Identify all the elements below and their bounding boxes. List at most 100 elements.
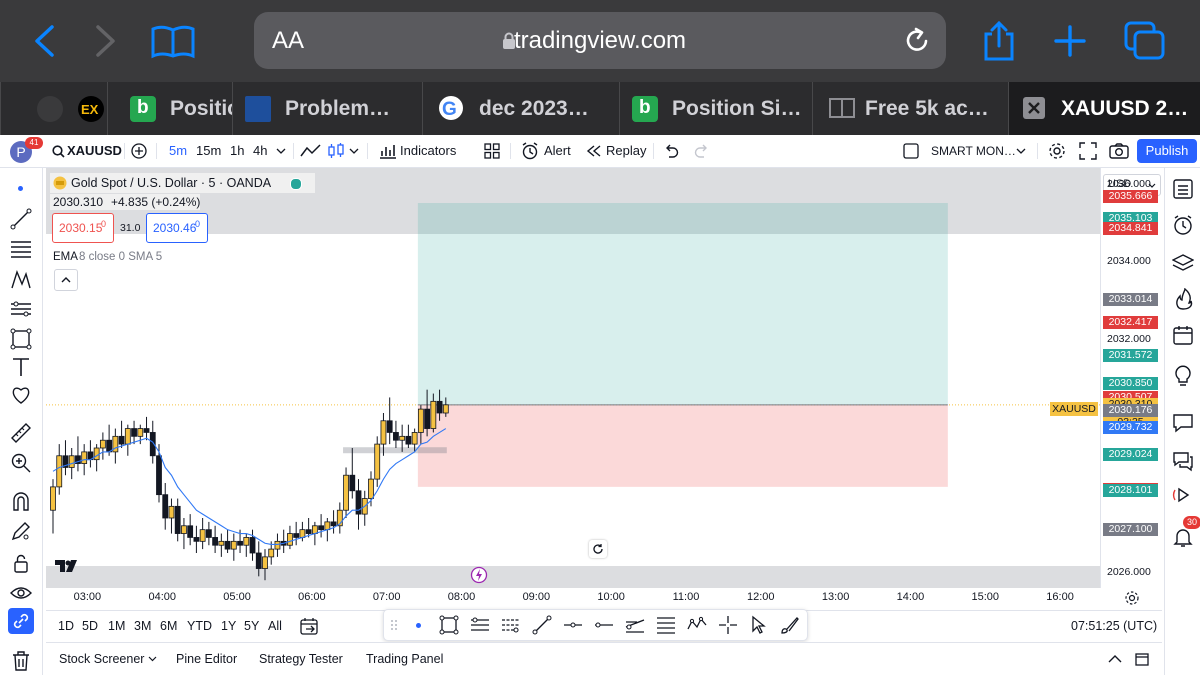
candle-body[interactable] (374, 443, 381, 480)
candle-body[interactable] (106, 439, 113, 453)
alert-button[interactable]: Alert (544, 143, 571, 158)
candle-body[interactable] (205, 529, 212, 538)
event-lightning-icon[interactable] (470, 566, 488, 584)
candle-body[interactable] (230, 540, 237, 550)
close-tab-icon[interactable] (1023, 97, 1045, 119)
magnet-icon[interactable] (10, 490, 32, 512)
candle-body[interactable] (436, 400, 443, 414)
tab-pine-editor[interactable]: Pine Editor (176, 652, 238, 666)
reset-chart-button[interactable] (589, 540, 607, 558)
replay-button[interactable]: Replay (606, 143, 647, 158)
candle-body[interactable] (168, 505, 175, 519)
hotlists-flame-icon[interactable] (1172, 288, 1194, 310)
candle-body[interactable] (336, 509, 343, 527)
forward-icon[interactable] (92, 24, 120, 58)
candle-body[interactable] (62, 455, 69, 468)
share-icon[interactable] (982, 20, 1016, 62)
range-6m[interactable]: 6M (160, 619, 178, 633)
tab-stock-screener[interactable]: Stock Screener (59, 652, 145, 666)
candle-body[interactable] (99, 439, 106, 449)
tab-item[interactable]: b Positio (107, 82, 233, 135)
tab-item[interactable]: EX (0, 82, 108, 135)
candle-body[interactable] (311, 525, 318, 534)
candle-body[interactable] (399, 435, 406, 441)
candle-body[interactable] (417, 408, 424, 433)
chevron-down-icon[interactable] (148, 656, 157, 662)
range-1m[interactable]: 1M (108, 619, 126, 633)
line-chart-icon[interactable] (300, 142, 322, 160)
search-icon[interactable] (52, 145, 65, 158)
price-scale[interactable]: USD 2036.000 2034.000 2032.000 2026.000 203… (1100, 168, 1163, 588)
candle-body[interactable] (112, 435, 119, 453)
horizontal-ray-icon[interactable] (563, 615, 583, 635)
reader-text-size-button[interactable]: AA (272, 27, 305, 54)
chevron-up-icon[interactable] (1108, 654, 1122, 664)
collapse-legend-button[interactable] (54, 269, 78, 291)
tab-item[interactable]: Free 5k ac… (812, 82, 1009, 135)
zoom-in-icon[interactable] (10, 452, 32, 474)
candle-body[interactable] (324, 521, 331, 531)
range-1d[interactable]: 1D (58, 619, 74, 633)
candle-body[interactable] (287, 533, 293, 546)
candle-body[interactable] (318, 525, 325, 531)
interval-15m[interactable]: 15m (196, 143, 222, 158)
candle-body[interactable] (305, 529, 312, 534)
interval-4h[interactable]: 4h (253, 143, 268, 158)
short-position-icon[interactable] (501, 615, 521, 635)
candle-body[interactable] (181, 525, 187, 534)
sync-link-button[interactable] (8, 608, 34, 634)
candle-body[interactable] (411, 432, 418, 445)
dot-tool-icon[interactable] (416, 623, 421, 628)
tab-item-active[interactable]: XAUUSD 2… (1008, 82, 1200, 135)
candle-body[interactable] (343, 474, 349, 511)
candle-body[interactable] (50, 486, 56, 511)
candle-body[interactable] (386, 420, 393, 433)
layers-icon[interactable] (1172, 252, 1194, 274)
candle-body[interactable] (143, 428, 150, 433)
fib-retracement-icon[interactable] (10, 238, 32, 260)
candle-body[interactable] (187, 525, 194, 538)
redo-icon[interactable] (694, 144, 710, 158)
chevron-down-icon[interactable] (349, 148, 359, 155)
draw-mode-pencil-icon[interactable] (10, 520, 32, 542)
tab-item[interactable]: Problem… (232, 82, 423, 135)
crosshair-dot-icon[interactable] (18, 186, 23, 191)
time-scale[interactable]: 03:00 04:00 05:00 06:00 07:00 08:00 09:00 10:00… (46, 588, 1162, 608)
bookmarks-icon[interactable] (150, 24, 196, 60)
pattern-tool-icon[interactable] (10, 268, 32, 290)
candle-body[interactable] (262, 556, 268, 569)
address-bar[interactable]: AA tradingview.com (254, 12, 946, 69)
layout-checkbox-icon[interactable] (903, 143, 919, 159)
candle-body[interactable] (442, 404, 449, 414)
candle-body[interactable] (349, 474, 356, 492)
candle-body[interactable] (330, 521, 337, 527)
tab-strategy-tester[interactable]: Strategy Tester (259, 652, 343, 666)
ideas-lightbulb-icon[interactable] (1172, 364, 1194, 386)
elliott-wave-icon[interactable] (687, 615, 707, 635)
candle-body[interactable] (424, 408, 431, 429)
loss-zone[interactable] (417, 404, 948, 487)
candle-body[interactable] (218, 540, 225, 546)
fib-levels-icon[interactable] (656, 615, 676, 635)
fib-channel-icon[interactable] (625, 615, 645, 635)
crosshair-icon[interactable] (718, 615, 738, 635)
candle-body[interactable] (430, 400, 437, 429)
new-tab-icon[interactable] (1054, 25, 1086, 57)
eye-visibility-icon[interactable] (10, 582, 32, 604)
indicators-icon[interactable] (379, 143, 397, 159)
horizontal-line-icon[interactable] (594, 615, 614, 635)
candle-body[interactable] (137, 428, 144, 437)
buy-button[interactable]: 2030.46 0 (146, 213, 208, 243)
candle-body[interactable] (81, 451, 88, 464)
candle-body[interactable] (156, 455, 162, 496)
candle-body[interactable] (149, 432, 156, 457)
publish-button[interactable]: Publish (1137, 139, 1197, 163)
rectangle-tool-icon[interactable] (10, 328, 32, 350)
candle-body[interactable] (131, 428, 137, 437)
reload-icon[interactable] (902, 26, 932, 56)
maximize-panel-icon[interactable] (1135, 653, 1149, 666)
range-all[interactable]: All (268, 619, 282, 633)
candle-body[interactable] (355, 490, 362, 515)
candle-body[interactable] (162, 494, 169, 519)
notifications-bell-icon[interactable] (1172, 526, 1194, 548)
